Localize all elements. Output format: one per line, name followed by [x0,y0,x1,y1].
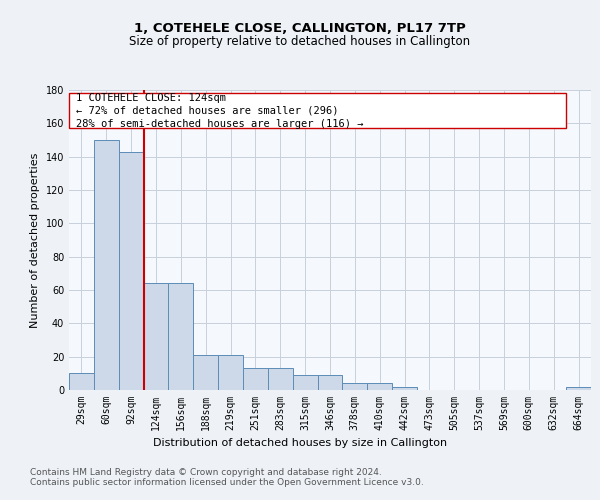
Text: 1 COTEHELE CLOSE: 124sqm
← 72% of detached houses are smaller (296)
28% of semi-: 1 COTEHELE CLOSE: 124sqm ← 72% of detach… [76,92,364,129]
Bar [218,355,243,390]
Bar [268,368,293,390]
Text: 1, COTEHELE CLOSE, CALLINGTON, PL17 7TP: 1, COTEHELE CLOSE, CALLINGTON, PL17 7TP [134,22,466,36]
Bar [293,375,317,390]
Bar [343,384,367,390]
Bar [119,152,143,390]
Bar [69,374,94,390]
Bar [367,384,392,390]
Bar [193,355,218,390]
Text: Distribution of detached houses by size in Callington: Distribution of detached houses by size … [153,438,447,448]
Bar [243,368,268,390]
Bar [143,284,169,390]
FancyBboxPatch shape [69,94,566,128]
Text: Size of property relative to detached houses in Callington: Size of property relative to detached ho… [130,35,470,48]
Bar [566,386,591,390]
Bar [317,375,343,390]
Text: Contains HM Land Registry data © Crown copyright and database right 2024.
Contai: Contains HM Land Registry data © Crown c… [30,468,424,487]
Bar [169,284,193,390]
Y-axis label: Number of detached properties: Number of detached properties [30,152,40,328]
Bar [94,140,119,390]
Bar [392,386,417,390]
